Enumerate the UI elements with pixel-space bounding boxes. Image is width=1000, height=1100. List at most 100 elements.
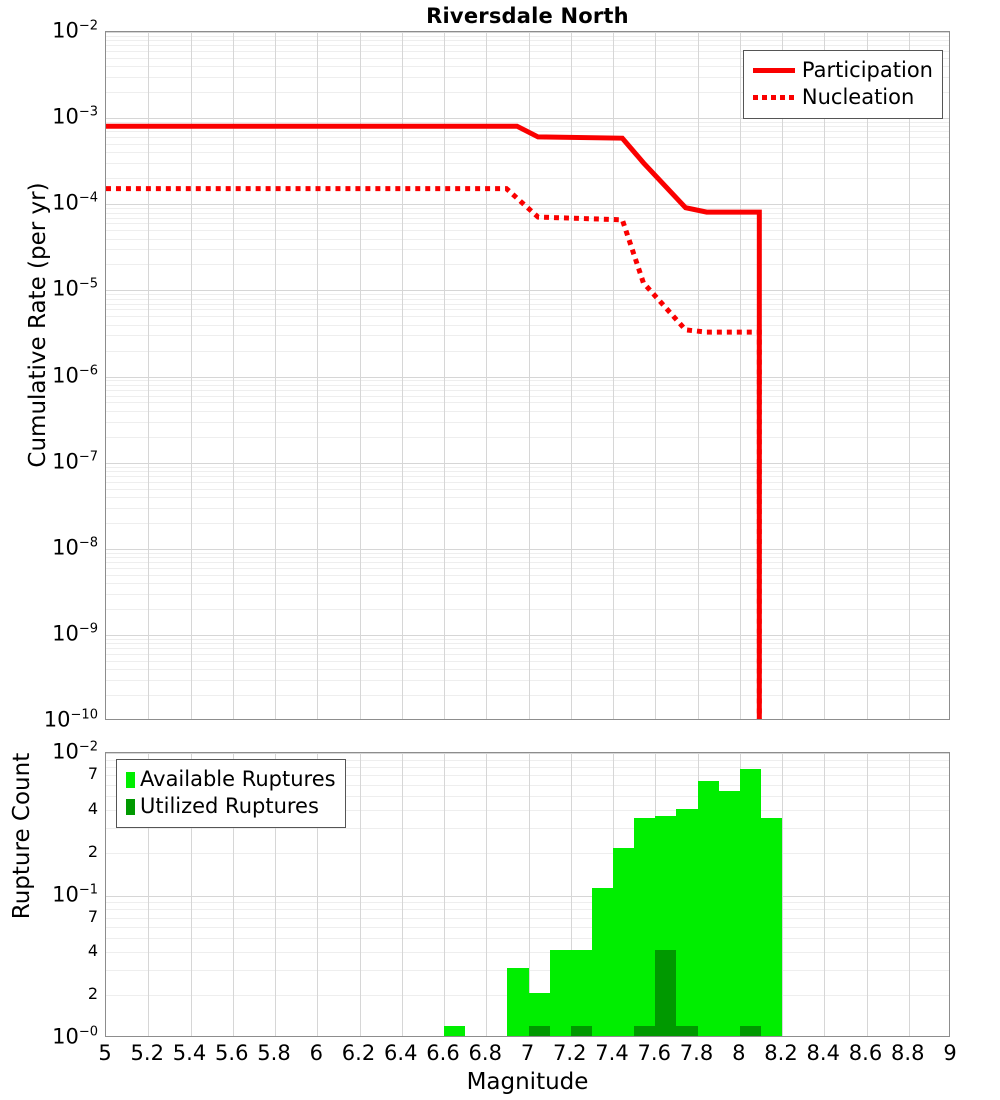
xtick-label: 9 xyxy=(943,1041,957,1065)
gridline-vertical xyxy=(317,32,319,719)
bottom-panel-legend: Available Ruptures Utilized Ruptures xyxy=(116,759,346,828)
legend-item[interactable]: Participation xyxy=(752,57,933,84)
gridline-minor xyxy=(106,421,949,423)
bar-available-ruptures xyxy=(570,950,592,1036)
gridline-vertical xyxy=(401,753,403,1036)
gridline-minor xyxy=(106,223,949,225)
gridline-minor xyxy=(106,137,949,139)
x-axis-label: Magnitude xyxy=(466,1069,589,1095)
gridline-minor xyxy=(106,927,949,929)
gridline-minor xyxy=(106,952,949,954)
gridline-minor xyxy=(106,335,949,337)
gridline-minor xyxy=(106,917,949,919)
bar-available-ruptures xyxy=(549,950,571,1036)
legend-item[interactable]: Utilized Ruptures xyxy=(126,793,336,820)
bar-available-ruptures xyxy=(591,887,613,1036)
gridline-minor xyxy=(106,481,949,483)
top-panel-legend: Participation Nucleation xyxy=(742,50,943,119)
gridline-vertical xyxy=(486,32,488,719)
gridline-vertical xyxy=(866,32,868,719)
gridline-minor xyxy=(106,660,949,662)
gridline-vertical xyxy=(401,32,403,719)
gridline-minor xyxy=(106,92,949,94)
gridline-minor xyxy=(106,583,949,585)
gridline-minor xyxy=(106,784,949,786)
color-swatch-icon xyxy=(126,771,135,788)
ytick-label: 10−2 xyxy=(52,18,98,43)
gridline-minor xyxy=(106,230,949,232)
bar-available-ruptures xyxy=(507,968,529,1036)
xtick-label: 6.8 xyxy=(468,1041,502,1065)
gridline-minor xyxy=(106,795,949,797)
gridline-minor xyxy=(106,395,949,397)
gridline-minor xyxy=(106,238,949,240)
gridline-minor xyxy=(106,217,949,219)
gridline-major xyxy=(106,376,949,378)
ytick-label: 10−3 xyxy=(52,104,98,129)
gridline-minor xyxy=(106,303,949,305)
gridline-minor xyxy=(106,522,949,524)
gridline-minor xyxy=(106,384,949,386)
gridline-minor xyxy=(106,249,949,251)
gridline-minor xyxy=(106,938,949,940)
bar-available-ruptures xyxy=(528,993,550,1036)
bar-available-ruptures xyxy=(718,791,740,1036)
ytick-minor-label: 2 xyxy=(87,984,98,1004)
gridline-minor xyxy=(106,653,949,655)
gridline-major xyxy=(106,462,949,464)
gridline-vertical xyxy=(782,753,783,1036)
gridline-major xyxy=(106,32,949,33)
bar-available-ruptures xyxy=(634,817,656,1036)
gridline-major xyxy=(106,204,949,206)
xtick-label: 6.2 xyxy=(341,1041,376,1065)
top-panel-ytick-labels: 10−2 10−3 10−4 10−5 10−6 10−7 10−8 10−9 10−10 xyxy=(0,19,98,730)
gridline-vertical xyxy=(148,753,150,1036)
rupture-count-bars xyxy=(106,753,949,1036)
gridline-minor xyxy=(106,45,949,47)
curve-participation xyxy=(106,123,762,719)
gridline-vertical xyxy=(148,32,150,719)
gridline-minor xyxy=(106,552,949,554)
gridline-vertical xyxy=(359,753,361,1036)
gridline-minor xyxy=(106,298,949,300)
cumulative-rate-plot: Participation Nucleation xyxy=(105,31,950,720)
top-panel-y-axis-label: Cumulative Rate (per yr) xyxy=(25,182,51,468)
gridline-vertical xyxy=(908,753,910,1036)
gridline-minor xyxy=(106,475,949,477)
legend-item[interactable]: Nucleation xyxy=(752,84,933,111)
legend-item[interactable]: Available Ruptures xyxy=(126,766,336,793)
gridline-vertical xyxy=(908,32,910,719)
gridline-vertical xyxy=(232,32,234,719)
gridline-minor xyxy=(106,294,949,296)
bar-available-ruptures xyxy=(676,809,698,1036)
color-swatch-icon xyxy=(126,798,135,815)
xtick-label: 8.8 xyxy=(891,1041,925,1065)
gridline-minor xyxy=(106,643,949,645)
ytick-minor-label: 2 xyxy=(87,841,98,861)
gridline-minor xyxy=(106,827,949,829)
legend-item-label: Utilized Ruptures xyxy=(140,794,319,818)
bottom-panel-y-axis-label: Rupture Count xyxy=(9,752,35,920)
gridline-minor xyxy=(106,852,949,854)
bar-available-ruptures xyxy=(697,780,719,1036)
mfd-curves xyxy=(106,123,762,719)
rupture-count-plot: Available Ruptures Utilized Ruptures xyxy=(105,752,950,1037)
xtick-label: 8 xyxy=(732,1041,746,1065)
bar-utilized-ruptures xyxy=(528,1026,550,1036)
gridline-minor xyxy=(106,574,949,576)
gridline-minor xyxy=(106,57,949,59)
gridline-vertical xyxy=(486,753,488,1036)
gridline-major xyxy=(106,753,949,754)
gridline-minor xyxy=(106,51,949,53)
gridline-minor xyxy=(106,759,949,761)
gridline-minor xyxy=(106,380,949,382)
bottom-panel-ytick-labels: 10−2 10−1 10−0 7 4 2 7 4 2 xyxy=(0,740,98,1047)
ytick-label: 10−4 xyxy=(52,190,98,215)
page-title: Riversdale North xyxy=(426,4,629,28)
xtick-label: 6.6 xyxy=(426,1041,460,1065)
ytick-label: 10−9 xyxy=(52,621,98,646)
gridline-minor xyxy=(106,669,949,671)
bar-utilized-ruptures xyxy=(739,1026,761,1036)
gridline-minor xyxy=(106,593,949,595)
